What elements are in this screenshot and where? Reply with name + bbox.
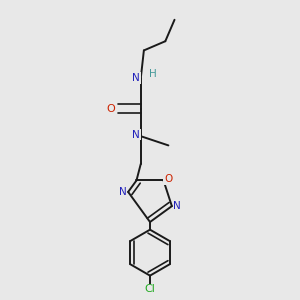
Text: Cl: Cl	[145, 284, 155, 294]
Text: O: O	[164, 174, 172, 184]
Text: N: N	[132, 130, 140, 140]
Text: N: N	[132, 73, 140, 83]
Text: N: N	[173, 201, 181, 211]
Text: O: O	[107, 103, 116, 114]
Text: H: H	[148, 69, 156, 79]
Text: N: N	[119, 187, 127, 197]
